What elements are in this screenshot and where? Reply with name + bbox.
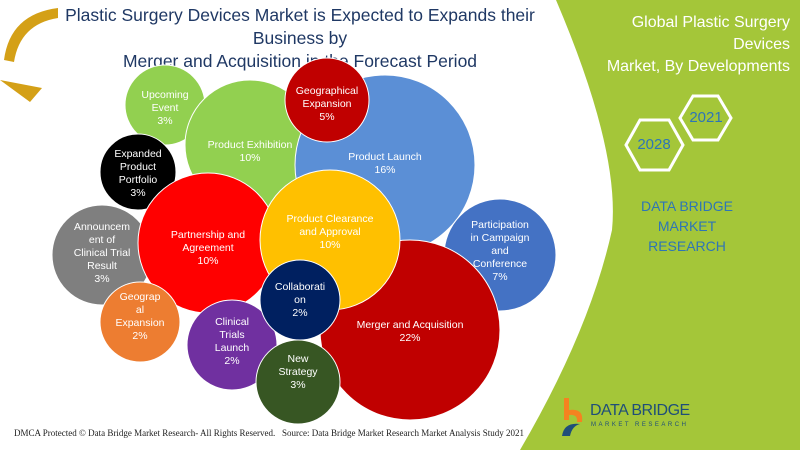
- logo-icon: [562, 398, 583, 436]
- bubble-label-line: Launch: [215, 342, 250, 354]
- bubble-label-line: and Approval: [299, 226, 360, 238]
- green-panel: [520, 0, 800, 450]
- data-bridge-logo: DATA BRIDGE MARKET RESEARCH: [560, 396, 720, 438]
- bubble-label: Product Clearance and Approval 10%: [287, 213, 374, 251]
- source: Source: Data Bridge Market Research Mark…: [282, 428, 524, 438]
- bubble-new-strategy: [255, 339, 341, 425]
- bubble-clinical-trials-launch: [186, 299, 278, 391]
- year-end: 2028: [637, 136, 671, 153]
- bubble-label-line: Event: [152, 102, 179, 114]
- bubble-geographical-expansion: [284, 57, 370, 143]
- arrow-icon: [4, 8, 58, 62]
- hexagon-2021: [678, 94, 733, 142]
- bubble-label-line: New: [287, 353, 308, 365]
- bubble-label: Participation in Campaign and Conference 7%: [471, 219, 530, 283]
- bubble-label-line: and: [491, 245, 509, 257]
- bubble-label-line: Collaborati: [275, 281, 325, 293]
- hexagon-2028: [624, 118, 685, 172]
- arrow-head-icon: [0, 80, 42, 102]
- bubble-label-line: 16%: [374, 164, 395, 176]
- bubble-label-line: Partnership and: [171, 229, 245, 241]
- bubble-label: Expanded Product Portfolio 3%: [114, 148, 161, 199]
- bubble-label: Geograp al Expansion 2%: [115, 291, 164, 342]
- bubble-label: Product Exhibition 10%: [208, 139, 293, 164]
- bubble-expanded-product-portfolio: [99, 133, 177, 211]
- bubble-label-line: Expanded: [114, 148, 161, 160]
- bubble-label-line: 10%: [319, 239, 340, 251]
- bubble-label-line: 5%: [319, 111, 334, 123]
- bubble-label-line: 10%: [197, 255, 218, 267]
- bubble-label-line: 3%: [157, 115, 172, 127]
- bubble-label: Merger and Acquisition 22%: [357, 319, 464, 344]
- bubble-label: Upcoming Event 3%: [141, 89, 188, 127]
- bubble-label-line: Result: [87, 260, 117, 272]
- bubble-label-line: Product: [120, 161, 156, 173]
- bubble-label-line: Strategy: [278, 366, 318, 378]
- bubble-label-line: 2%: [224, 355, 239, 367]
- bubble-label-line: Agreement: [182, 242, 233, 254]
- bubble-label-line: 3%: [130, 187, 145, 199]
- bubble-label: New Strategy 3%: [278, 353, 318, 391]
- bubble-label-line: Expansion: [302, 98, 351, 110]
- bubble-label-line: Product Exhibition: [208, 139, 293, 151]
- bubble-label-line: on: [294, 294, 306, 306]
- bubble-label-line: Participation: [471, 219, 529, 231]
- bubble-label-line: Product Clearance: [287, 213, 374, 225]
- bubble-label: Product Launch 16%: [348, 151, 422, 176]
- bubble-label: Geographical Expansion 5%: [296, 85, 358, 123]
- bubble-label-line: Conference: [473, 258, 527, 270]
- bubble-label-line: al: [136, 304, 144, 316]
- bubble-label: Partnership and Agreement 10%: [171, 229, 245, 267]
- bubble-label-line: in Campaign: [471, 232, 530, 244]
- copyright: DMCA Protected © Data Bridge Market Rese…: [14, 428, 276, 438]
- bubble-label-line: 10%: [239, 152, 260, 164]
- bubble-label-line: 2%: [292, 307, 307, 319]
- bubble-label-line: ent of: [89, 234, 115, 246]
- bubble-label-line: Geograp: [120, 291, 161, 303]
- bubble-label-line: Expansion: [115, 317, 164, 329]
- bubble-label-line: 3%: [94, 273, 109, 285]
- bubble-label: Collaborati on 2%: [275, 281, 325, 319]
- bubble-label-line: Clinical Trial: [74, 247, 131, 259]
- bubble-label-line: 7%: [492, 271, 507, 283]
- bubble-label-line: Upcoming: [141, 89, 188, 101]
- bubble-label-line: Product Launch: [348, 151, 422, 163]
- bubble-label-line: Portfolio: [119, 174, 158, 186]
- bubble-label-line: 3%: [290, 379, 305, 391]
- bubble-label-line: Merger and Acquisition: [357, 319, 464, 331]
- bubble-label-line: Trials: [219, 329, 244, 341]
- bubble-geographical-expansion: [99, 281, 181, 363]
- bubble-label: Clinical Trials Launch 2%: [215, 316, 250, 367]
- bubble-label-line: Clinical: [215, 316, 249, 328]
- bubble-label-line: 22%: [399, 332, 420, 344]
- bubble-label-line: Announcem: [74, 221, 130, 233]
- page-title: Plastic Surgery Devices Market is Expect…: [65, 5, 535, 71]
- year-start: 2021: [689, 109, 723, 126]
- panel-title: Global Plastic Surgery Devices Market, By…: [606, 14, 790, 75]
- brand-text: DATA BRIDGE MARKET RESEARCH: [640, 198, 734, 254]
- bubble-label-line: Geographical: [296, 85, 358, 97]
- bubble-label: Announcem ent of Clinical Trial Result 3%: [74, 221, 131, 285]
- bubble-label-line: 2%: [132, 330, 147, 342]
